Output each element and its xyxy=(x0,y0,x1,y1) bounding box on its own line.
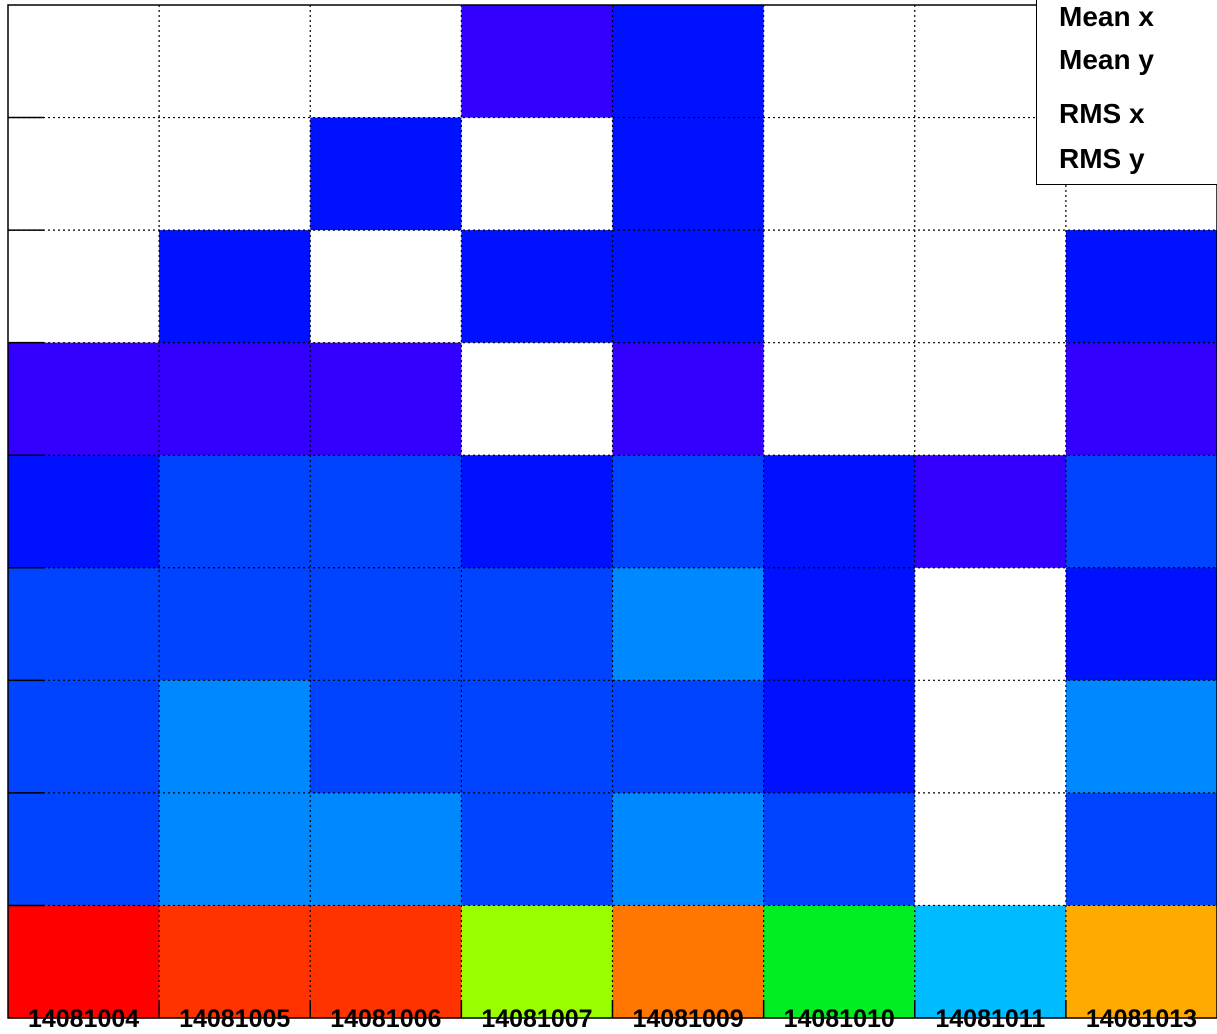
heatmap-cell-r2-c2 xyxy=(310,230,462,344)
heatmap-cell-r1-c5 xyxy=(763,117,916,231)
heatmap-cell-r4-c7 xyxy=(1065,455,1217,569)
heatmap-cell-r6-c1 xyxy=(159,680,311,794)
heatmap-cell-r5-c4 xyxy=(612,567,765,681)
heatmap-cell-r6-c3 xyxy=(461,680,614,794)
heatmap-cell-r4-c2 xyxy=(310,455,462,569)
heatmap-cell-r8-c1 xyxy=(159,905,311,1019)
heatmap-cell-r7-c4 xyxy=(612,792,765,907)
heatmap-cell-r7-c3 xyxy=(461,792,614,907)
heatmap-cell-r7-c2 xyxy=(310,792,462,907)
heatmap-cell-r2-c3 xyxy=(461,230,614,344)
heatmap-cell-r5-c0 xyxy=(8,567,160,681)
plot-frame xyxy=(7,4,1217,1019)
heatmap-cell-r2-c5 xyxy=(763,230,916,344)
heatmap-cell-r6-c5 xyxy=(763,680,916,794)
heatmap-cell-r3-c1 xyxy=(159,342,311,456)
heatmap-cell-r5-c1 xyxy=(159,567,311,681)
stat-label-rms-y: RMS y xyxy=(1059,143,1145,174)
stats-box: Mean x Mean y RMS x RMS y xyxy=(1036,0,1217,185)
heatmap-cell-r5-c5 xyxy=(763,567,916,681)
x-tick-label: 14081013 xyxy=(1086,1005,1197,1033)
heatmap-cell-r2-c6 xyxy=(914,230,1067,344)
heatmap-cell-r3-c7 xyxy=(1065,342,1217,456)
heatmap-cell-r0-c1 xyxy=(159,5,311,119)
heatmap-cell-r1-c2 xyxy=(310,117,462,231)
heatmap-cell-r7-c7 xyxy=(1065,792,1217,907)
heatmap-cell-r0-c3 xyxy=(461,5,614,119)
heatmap-cell-r3-c4 xyxy=(612,342,765,456)
heatmap-cell-r2-c0 xyxy=(8,230,160,344)
heatmap-cell-r1-c0 xyxy=(8,117,160,231)
heatmap-cell-r8-c4 xyxy=(612,905,765,1019)
stat-label-mean-x: Mean x xyxy=(1059,1,1154,32)
heatmap-cell-r8-c2 xyxy=(310,905,462,1019)
x-tick-labels: 14081004 14081005 14081006 14081007 14081009… xyxy=(28,1005,1197,1033)
heatmap-cell-r0-c0 xyxy=(8,5,160,119)
heatmap-cell-r2-c7 xyxy=(1065,230,1217,344)
axis-ticks xyxy=(8,116,1067,1018)
heatmap-cell-r2-c1 xyxy=(159,230,311,344)
heatmap-cell-r8-c3 xyxy=(461,905,614,1019)
heatmap-cell-r4-c1 xyxy=(159,455,311,569)
x-tick-label: 14081007 xyxy=(481,1005,592,1033)
heatmap-cell-r8-c6 xyxy=(914,905,1067,1019)
heatmap-cell-r6-c0 xyxy=(8,680,160,794)
heatmap-cell-r8-c7 xyxy=(1065,905,1217,1019)
heatmap-cell-r5-c6 xyxy=(914,567,1067,681)
heatmap-cell-r6-c2 xyxy=(310,680,462,794)
heatmap-cell-r7-c5 xyxy=(763,792,916,907)
heatmap-cell-r4-c6 xyxy=(914,455,1067,569)
heatmap-cell-r7-c0 xyxy=(8,792,160,907)
heatmap-cell-r3-c3 xyxy=(461,342,614,456)
heatmap-cell-r5-c7 xyxy=(1065,567,1217,681)
heatmap-cell-r4-c5 xyxy=(763,455,916,569)
heatmap-cell-r6-c7 xyxy=(1065,680,1217,794)
heatmap-cell-r0-c5 xyxy=(763,5,916,119)
x-tick-label: 14081005 xyxy=(179,1005,290,1033)
heatmap-cell-r1-c3 xyxy=(461,117,614,231)
heatmap-cell-r4-c4 xyxy=(612,455,765,569)
grid-lines xyxy=(8,5,1217,1018)
heatmap-cell-r4-c3 xyxy=(461,455,614,569)
x-tick-label: 14081004 xyxy=(28,1005,139,1033)
heatmap-cell-r0-c4 xyxy=(612,5,765,119)
heatmap-cell-r7-c6 xyxy=(914,792,1067,907)
stat-label-rms-x: RMS x xyxy=(1059,98,1145,129)
heatmap-cell-r3-c5 xyxy=(763,342,916,456)
heatmap-cell-r1-c4 xyxy=(612,117,765,231)
heatmap-cell-r8-c0 xyxy=(8,905,160,1019)
heatmap-cell-r8-c5 xyxy=(763,905,916,1019)
x-tick-label: 14081010 xyxy=(784,1005,895,1033)
heatmap-cell-r4-c0 xyxy=(8,455,160,569)
heatmap-cell-r6-c4 xyxy=(612,680,765,794)
x-tick-label: 14081011 xyxy=(935,1005,1045,1033)
heatmap-cell-r0-c2 xyxy=(310,5,462,119)
stat-label-mean-y: Mean y xyxy=(1059,44,1154,75)
x-tick-label: 14081006 xyxy=(330,1005,441,1033)
heatmap-cell-r6-c6 xyxy=(914,680,1067,794)
heatmap-cell-r1-c1 xyxy=(159,117,311,231)
heatmap-cell-r2-c4 xyxy=(612,230,765,344)
heatmap-cell-r5-c2 xyxy=(310,567,462,681)
heatmap-cell-r7-c1 xyxy=(159,792,311,907)
heatmap-cell-r3-c6 xyxy=(914,342,1067,456)
heatmap-cell-r3-c2 xyxy=(310,342,462,456)
x-tick-label: 14081009 xyxy=(632,1005,743,1033)
heatmap-cell-r5-c3 xyxy=(461,567,614,681)
heatmap-cell-r3-c0 xyxy=(8,342,160,456)
